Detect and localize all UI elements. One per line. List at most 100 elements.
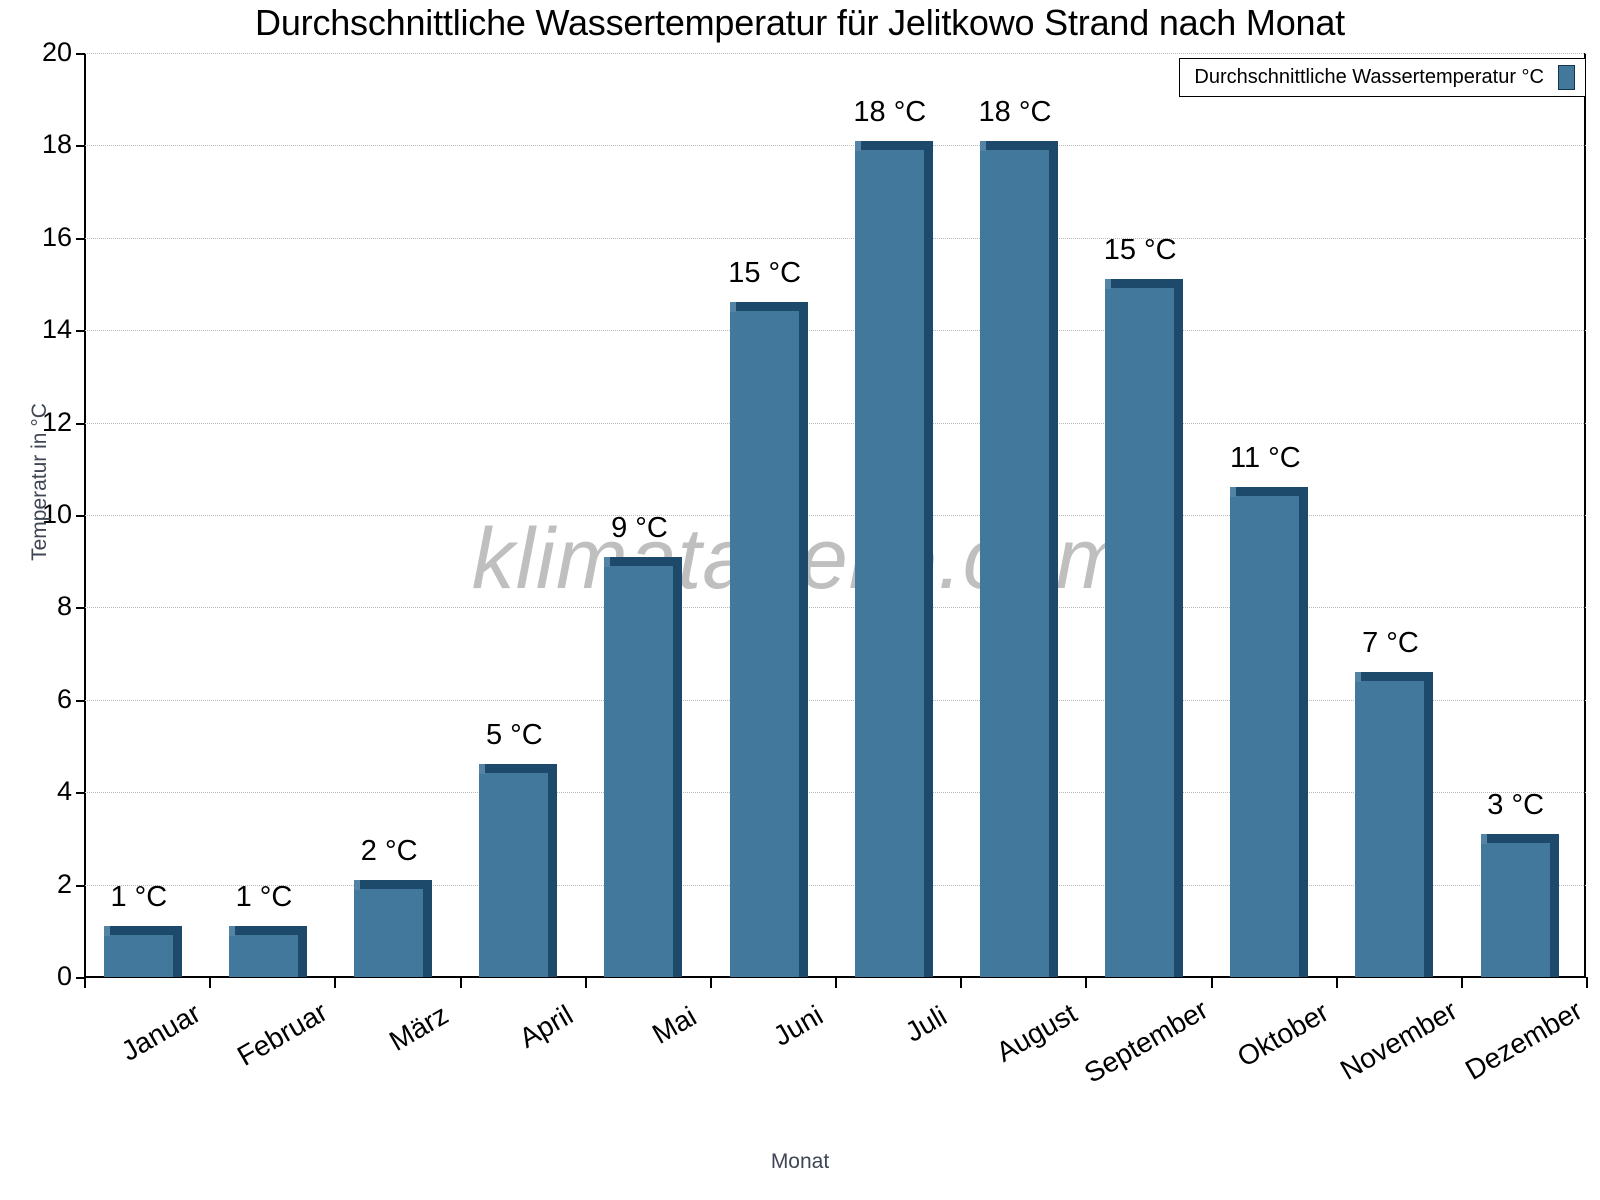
bar-value-label: 11 °C: [1229, 442, 1301, 475]
x-axis-tick: [1085, 977, 1088, 988]
bar-top-edge: [359, 879, 433, 889]
bar[interactable]: [479, 764, 558, 977]
x-axis-tick: [1335, 977, 1338, 988]
y-axis-tick: [76, 237, 85, 240]
bar-left-highlight: [1355, 672, 1362, 683]
x-axis-tick: [209, 977, 212, 988]
bar-value-label: 3 °C: [1487, 788, 1545, 821]
gridline: [84, 145, 1586, 147]
bar-right-edge: [297, 926, 307, 977]
gridline: [84, 792, 1586, 794]
bar-face: [729, 311, 799, 977]
bar[interactable]: [354, 879, 433, 977]
bar-left-highlight: [103, 926, 110, 937]
bar[interactable]: [228, 926, 307, 977]
y-axis-tick-label: 14: [41, 314, 72, 345]
bar-value-label: 18 °C: [853, 95, 927, 128]
legend-color-swatch: [1558, 65, 1575, 90]
bar-face: [103, 935, 173, 977]
bar-right-edge: [1048, 140, 1058, 977]
bar-face: [979, 149, 1049, 977]
bars-layer: [84, 53, 1586, 977]
bar-value-label: 15 °C: [728, 257, 802, 290]
y-axis-tick-label: 8: [56, 591, 72, 622]
bar[interactable]: [1230, 487, 1309, 977]
bar-left-highlight: [854, 140, 861, 151]
gridline: [84, 53, 1586, 54]
y-axis-tick: [76, 884, 85, 887]
y-axis-tick-label: 16: [41, 221, 72, 252]
bar-face: [1105, 288, 1175, 977]
x-axis-tick: [1210, 977, 1213, 988]
x-axis-tick: [960, 977, 963, 988]
bar-top-edge: [984, 140, 1058, 150]
bar-top-edge: [108, 926, 182, 936]
bar-left-highlight: [1105, 279, 1112, 290]
gridline: [84, 515, 1586, 516]
bar-value-label: 7 °C: [1362, 627, 1419, 660]
chart-legend[interactable]: Durchschnittliche Wassertemperatur °C: [1179, 58, 1586, 97]
bar-right-edge: [423, 879, 433, 977]
y-axis-tick: [76, 792, 85, 795]
y-axis-tick: [76, 145, 85, 148]
y-axis-tick-label: 6: [56, 683, 72, 714]
y-axis-tick-label: 2: [56, 868, 72, 899]
bar-value-label: 1 °C: [235, 881, 293, 914]
bar-face: [604, 565, 674, 977]
bar-top-edge: [484, 764, 558, 774]
bar-left-highlight: [1480, 833, 1487, 844]
x-axis-tick: [584, 977, 587, 988]
y-axis-tick-label: 0: [56, 961, 72, 991]
bar-left-highlight: [1230, 487, 1237, 498]
gridline: [84, 330, 1586, 332]
y-axis-tick: [76, 977, 85, 979]
bar-value-label: 9 °C: [611, 511, 668, 544]
gridline: [84, 237, 1586, 239]
y-axis-tick: [76, 699, 85, 702]
x-axis-tick: [1460, 977, 1463, 988]
gridline: [84, 884, 1586, 886]
bar-face: [228, 935, 298, 977]
y-axis-tick-label: 18: [41, 129, 72, 160]
bar[interactable]: [854, 140, 933, 977]
y-axis-tick: [76, 53, 85, 55]
bar-right-edge: [1174, 279, 1184, 977]
bar-right-edge: [172, 926, 182, 977]
bar-value-label: 15 °C: [1103, 234, 1177, 267]
bar-top-edge: [859, 140, 933, 150]
bar-right-edge: [1549, 833, 1559, 977]
bar[interactable]: [729, 302, 808, 977]
gridline: [84, 422, 1586, 424]
bar-right-edge: [1299, 487, 1309, 977]
bar-top-edge: [1360, 672, 1434, 682]
bar-right-edge: [923, 140, 933, 977]
y-axis-tick-label: 4: [56, 776, 72, 807]
bar-left-highlight: [729, 302, 736, 313]
x-axis-tick: [334, 977, 337, 988]
plot-area: [84, 53, 1586, 977]
x-axis-tick: [459, 977, 462, 988]
bar[interactable]: [604, 556, 683, 977]
bar-value-label: 1 °C: [110, 881, 168, 914]
bar[interactable]: [1355, 672, 1434, 977]
y-axis-tick: [76, 330, 85, 333]
x-axis-tick: [709, 977, 712, 988]
bar[interactable]: [979, 140, 1058, 977]
bar-face: [1230, 496, 1300, 977]
bar[interactable]: [1105, 279, 1184, 977]
bar-left-highlight: [979, 140, 986, 151]
bar-face: [1480, 842, 1550, 977]
y-axis-tick: [76, 515, 85, 517]
bar-value-label: 18 °C: [978, 95, 1052, 128]
bar-top-edge: [1235, 487, 1309, 497]
bar-left-highlight: [479, 764, 486, 775]
y-axis-tick-label: 10: [41, 499, 72, 529]
gridline: [84, 699, 1586, 701]
bar-face: [854, 149, 924, 977]
bar-top-edge: [1110, 279, 1184, 289]
bar[interactable]: [1480, 833, 1559, 977]
x-axis-title: Monat: [770, 1150, 830, 1173]
bar-face: [479, 773, 549, 977]
bar[interactable]: [103, 926, 182, 977]
